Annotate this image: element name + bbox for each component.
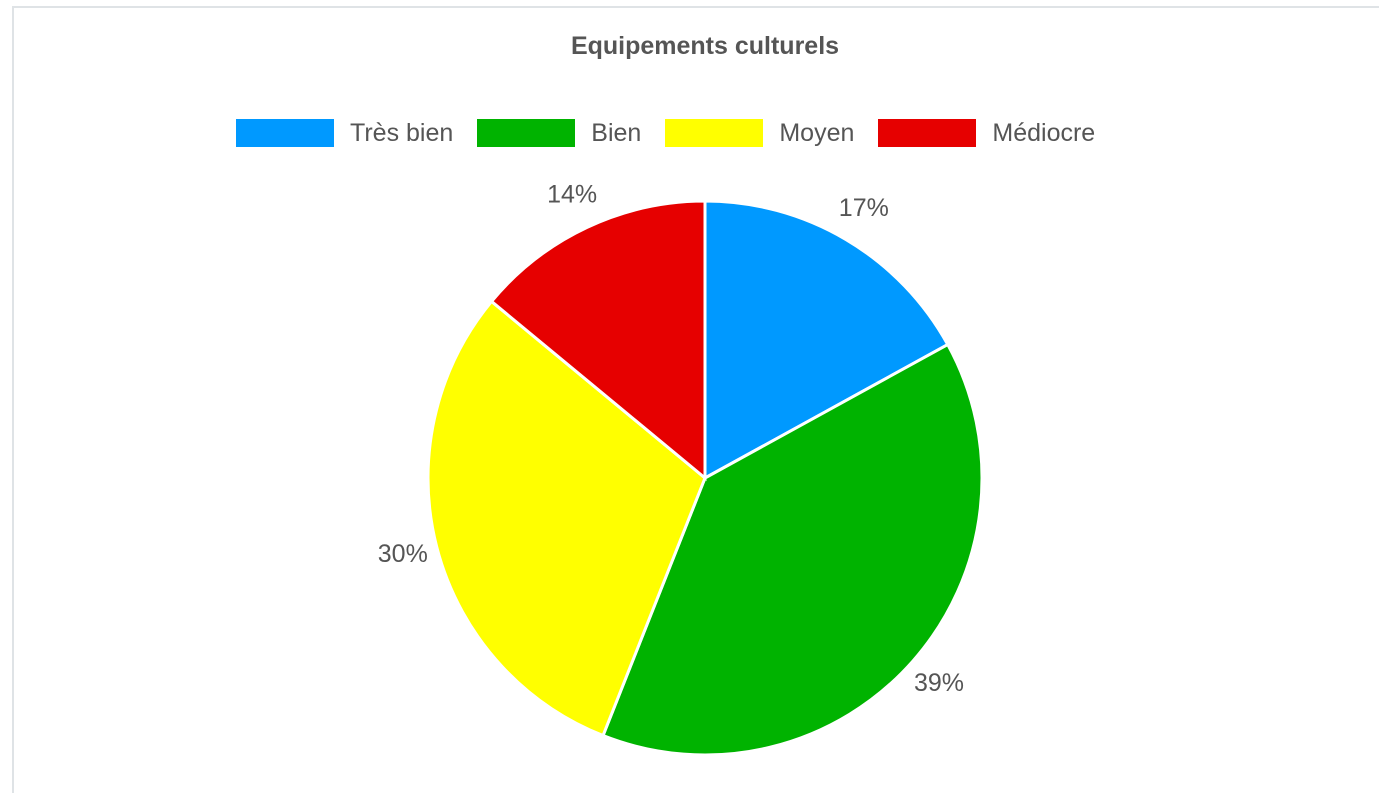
pie-slice-moyen[interactable]	[426, 299, 707, 738]
pie-slice-tres-bien[interactable]	[703, 199, 950, 481]
legend-item-mediocre[interactable]: Médiocre	[878, 119, 1095, 148]
pie-label-bien: 39%	[914, 669, 964, 697]
chart-legend: Très bien Bien Moyen Médiocre	[236, 118, 1119, 148]
legend-label: Moyen	[779, 118, 855, 147]
legend-item-tres-bien[interactable]: Très bien	[236, 119, 453, 148]
pie-slice-mediocre[interactable]	[489, 199, 707, 482]
legend-label: Médiocre	[992, 118, 1096, 147]
legend-item-bien[interactable]: Bien	[477, 119, 641, 148]
pie-slice-bien[interactable]	[601, 342, 984, 757]
legend-swatch	[665, 119, 764, 147]
pie-label-mediocre: 14%	[547, 180, 597, 208]
legend-swatch	[878, 119, 977, 147]
legend-item-moyen[interactable]: Moyen	[665, 119, 854, 148]
pie-label-moyen: 30%	[378, 540, 428, 568]
legend-label: Bien	[591, 118, 642, 147]
chart-title: Equipements culturels	[570, 32, 840, 60]
legend-swatch	[236, 119, 334, 147]
pie-label-tres-bien: 17%	[839, 194, 889, 222]
legend-swatch	[477, 119, 576, 147]
legend-label: Très bien	[350, 118, 454, 147]
